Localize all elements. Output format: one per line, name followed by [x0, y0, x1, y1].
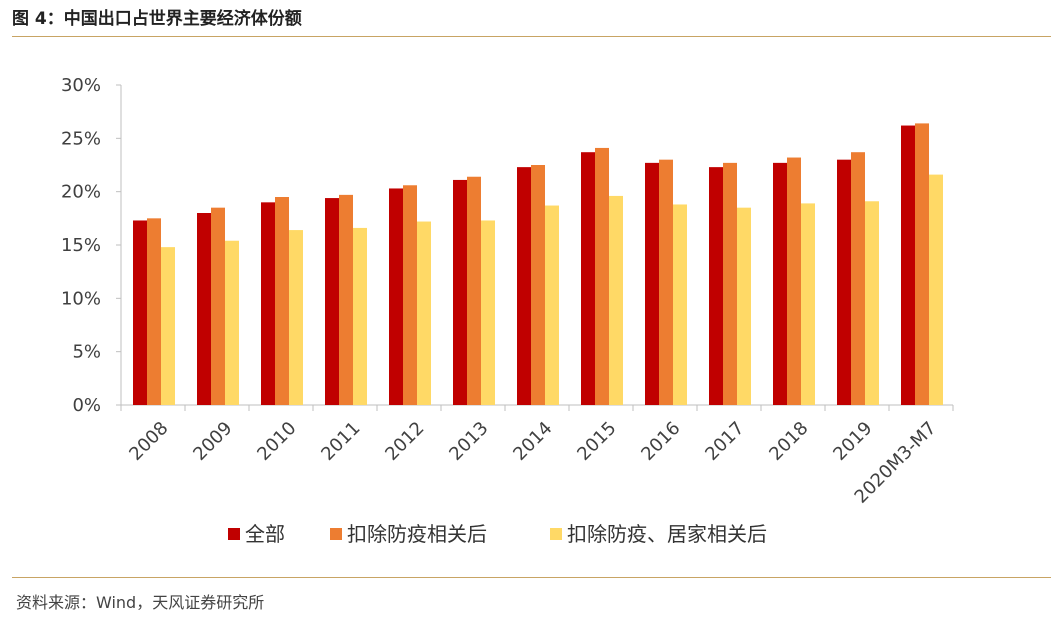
- x-tick-label: 2016: [637, 418, 684, 465]
- bar-2011-series-2: [339, 194, 353, 405]
- bar-2019-series-2: [851, 152, 865, 405]
- bar-2015-series-2: [595, 147, 609, 405]
- source-note: 资料来源：Wind，天风证券研究所: [16, 593, 265, 612]
- x-tick-label: 2017: [701, 418, 748, 465]
- bar-2008-series-2: [147, 218, 161, 405]
- x-tick-label: 2008: [125, 418, 172, 465]
- title-divider: [12, 36, 1051, 37]
- x-tick-label: 2009: [189, 418, 236, 465]
- x-tick-label: 2013: [445, 418, 492, 465]
- y-tick-label: 30%: [61, 75, 101, 96]
- bar-2016-series-3: [673, 204, 687, 405]
- bar-2017-series-1: [709, 167, 723, 405]
- bar-2010-series-3: [289, 230, 303, 405]
- y-tick-label: 25%: [61, 128, 101, 149]
- x-tick-label: 2015: [573, 418, 620, 465]
- bars: [133, 123, 943, 406]
- bar-2013-series-1: [453, 179, 467, 405]
- bar-2020M3-M7-series-2: [915, 123, 929, 406]
- bar-2015-series-3: [609, 195, 623, 405]
- bar-2010-series-2: [275, 197, 289, 405]
- legend: 全部 扣除防疫相关后 扣除防疫、居家相关后: [228, 522, 767, 546]
- bar-2018-series-1: [773, 162, 787, 405]
- y-axis: 0% 5% 10% 15% 20% 25% 30%: [61, 75, 122, 416]
- x-tick-label: 2018: [765, 418, 812, 465]
- bar-2008-series-3: [161, 247, 175, 405]
- x-tick-label: 2011: [317, 418, 364, 465]
- bar-2016-series-2: [659, 159, 673, 405]
- x-tick-label: 2012: [381, 418, 428, 465]
- bar-2016-series-1: [645, 162, 659, 405]
- figure-title: 图 4：中国出口占世界主要经济体份额: [12, 9, 302, 29]
- bar-2009-series-2: [211, 207, 225, 405]
- legend-swatch: [330, 528, 342, 540]
- bar-2008-series-1: [133, 220, 147, 405]
- bar-2009-series-1: [197, 213, 211, 405]
- y-tick-label: 5%: [72, 342, 101, 363]
- legend-label: 全部: [245, 522, 285, 546]
- legend-label: 扣除防疫、居家相关后: [567, 522, 767, 546]
- bar-2014-series-2: [531, 165, 545, 405]
- bar-2018-series-3: [801, 203, 815, 405]
- legend-swatch: [550, 528, 562, 540]
- legend-label: 扣除防疫相关后: [347, 522, 487, 546]
- y-tick-label: 0%: [72, 395, 101, 416]
- x-tick-label: 2010: [253, 418, 300, 465]
- x-axis: 2008 2009 2010 2011 2012 2013 2014 2015 2016 2017…: [120, 404, 954, 508]
- bar-2014-series-1: [517, 167, 531, 405]
- legend-swatch: [228, 528, 240, 540]
- bar-2012-series-3: [417, 221, 431, 405]
- bar-2013-series-3: [481, 220, 495, 405]
- bar-2020M3-M7-series-3: [929, 174, 943, 405]
- bar-2015-series-1: [581, 152, 595, 405]
- bar-2019-series-1: [837, 159, 851, 405]
- source-divider: [12, 577, 1051, 578]
- y-tick-label: 20%: [61, 182, 101, 203]
- bar-2012-series-2: [403, 185, 417, 405]
- y-tick-label: 10%: [61, 288, 101, 309]
- bar-2011-series-1: [325, 198, 339, 405]
- y-tick-label: 15%: [61, 235, 101, 256]
- bar-2017-series-2: [723, 162, 737, 405]
- bar-2013-series-2: [467, 176, 481, 405]
- bar-chart: 0% 5% 10% 15% 20% 25% 30% 2008 2009 2010 2011 2012…: [61, 75, 954, 546]
- bar-2019-series-3: [865, 201, 879, 405]
- bar-2020M3-M7-series-1: [901, 125, 915, 406]
- bar-2014-series-3: [545, 205, 559, 405]
- bar-2010-series-1: [261, 202, 275, 405]
- x-tick-label: 2019: [829, 418, 876, 465]
- bar-2011-series-3: [353, 227, 367, 405]
- bar-2017-series-3: [737, 207, 751, 405]
- bar-2018-series-2: [787, 157, 801, 405]
- bar-2009-series-3: [225, 240, 239, 405]
- bar-2012-series-1: [389, 188, 403, 405]
- x-tick-label: 2014: [509, 418, 556, 465]
